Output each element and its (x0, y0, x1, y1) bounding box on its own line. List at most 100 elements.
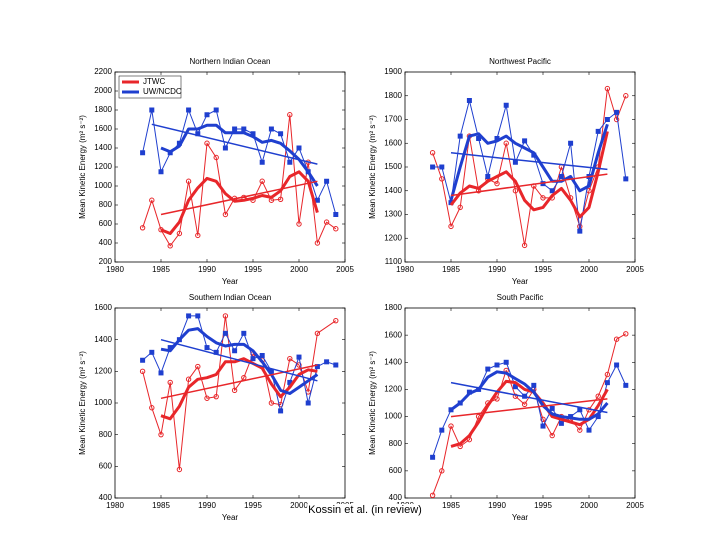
point (503, 359, 509, 365)
point (296, 221, 302, 227)
x-tick-label: 1980 (106, 501, 124, 510)
point (521, 242, 528, 249)
point (549, 405, 555, 411)
point (213, 107, 219, 113)
point (577, 228, 583, 234)
x-tick-label: 1995 (534, 501, 552, 510)
point (204, 395, 210, 401)
point (158, 169, 164, 175)
y-tick-label: 2200 (94, 67, 112, 76)
x-tick-label: 1985 (152, 501, 170, 510)
point (158, 431, 164, 438)
y-tick-label: 1900 (384, 67, 402, 76)
x-axis-label: Year (512, 277, 529, 286)
point (195, 313, 201, 319)
legend-label: UW/NCDC (143, 87, 182, 96)
x-tick-label: 1980 (396, 265, 414, 274)
point (278, 131, 284, 137)
panel: 1980 1985 1990 1995 2000 2005 1100 1200 1300 1400… (368, 57, 644, 286)
point (494, 396, 500, 402)
y-tick-label: 1200 (384, 233, 402, 242)
point (268, 126, 274, 132)
point (139, 368, 146, 375)
point (430, 454, 436, 460)
point (314, 330, 321, 337)
point (512, 159, 518, 165)
point (186, 313, 192, 319)
x-tick-label: 1995 (244, 265, 262, 274)
point (259, 178, 265, 184)
point (604, 85, 611, 92)
point (540, 423, 546, 429)
series-line (160, 364, 318, 400)
point (512, 384, 518, 390)
point (296, 354, 302, 360)
point (287, 355, 293, 362)
point (259, 159, 265, 165)
point (250, 356, 256, 362)
point (140, 357, 146, 363)
point (503, 102, 509, 108)
y-tick-label: 2000 (94, 86, 112, 95)
footer-text: Kossin et al. (in review) (308, 504, 422, 516)
point (614, 109, 620, 115)
y-tick-label: 600 (389, 466, 403, 475)
point (457, 204, 463, 211)
point (287, 112, 293, 118)
point (623, 382, 629, 388)
point (259, 353, 265, 358)
point (623, 93, 629, 99)
x-tick-label: 2005 (336, 265, 354, 274)
y-tick-label: 1600 (94, 124, 112, 133)
chart-title: Northwest Pacific (489, 57, 551, 66)
x-tick-label: 2000 (580, 501, 598, 510)
x-tick-label: 1995 (534, 265, 552, 274)
point (614, 362, 620, 368)
footer-bg (307, 503, 423, 516)
y-tick-label: 1400 (384, 357, 402, 366)
point (503, 140, 509, 146)
chart-title: Northern Indian Ocean (190, 57, 271, 66)
series-line (432, 88, 627, 246)
y-tick-label: 400 (99, 238, 113, 247)
series-line (160, 170, 319, 235)
y-tick-label: 400 (99, 493, 113, 502)
y-tick-label: 1500 (384, 162, 402, 171)
point (595, 393, 601, 399)
point (568, 140, 574, 146)
series-line (450, 379, 609, 448)
y-tick-label: 1000 (94, 181, 112, 190)
point (333, 212, 339, 217)
chart-title: South Pacific (497, 293, 544, 302)
y-tick-label: 800 (389, 439, 403, 448)
series-line (449, 131, 609, 219)
x-axis-label: Year (222, 277, 239, 286)
series-line (160, 123, 319, 187)
x-tick-label: 2000 (290, 265, 308, 274)
point (586, 427, 592, 433)
point (176, 466, 183, 473)
point (623, 331, 629, 337)
x-tick-label: 2005 (626, 501, 644, 510)
y-tick-label: 200 (99, 257, 113, 266)
series-line (142, 315, 337, 470)
point (333, 317, 339, 324)
point (324, 178, 330, 184)
y-tick-label: 600 (99, 461, 113, 470)
point (158, 370, 164, 376)
y-tick-label: 1300 (384, 210, 402, 219)
legend-label: JTWC (143, 77, 165, 86)
point (577, 427, 583, 433)
series-line (432, 100, 627, 232)
point (167, 379, 173, 386)
y-tick-label: 1700 (384, 115, 402, 124)
point (140, 150, 146, 156)
point (277, 196, 284, 203)
point (213, 154, 219, 161)
point (232, 126, 238, 132)
x-tick-label: 2005 (626, 265, 644, 274)
point (186, 107, 192, 113)
point (324, 359, 330, 365)
point (604, 371, 611, 378)
